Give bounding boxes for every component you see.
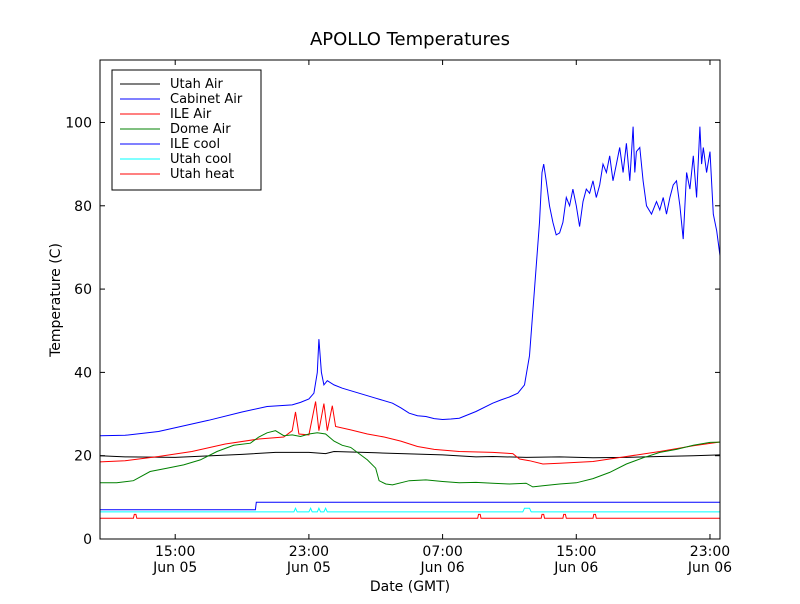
- legend-label-6: Utah heat: [170, 167, 234, 182]
- y-axis-ticks: 0 20 40 60 80 100: [65, 115, 720, 548]
- x-tick-label-date-2: Jun 06: [420, 560, 465, 576]
- y-tick-label-0: 0: [83, 532, 92, 548]
- legend-box: [111, 69, 262, 191]
- legend-label-3: Dome Air: [170, 122, 231, 137]
- y-tick-label-1: 20: [74, 449, 92, 465]
- y-tick-label-2: 40: [74, 365, 92, 381]
- series-line-6: [100, 513, 720, 519]
- x-tick-label-time-1: 23:00: [289, 544, 329, 560]
- x-tick-label-time-0: 15:00: [155, 544, 195, 560]
- legend-label-2: ILE Air: [170, 107, 212, 122]
- legend-label-0: Utah Air: [170, 77, 223, 92]
- legend-label-5: Utah cool: [170, 152, 232, 167]
- series-line-3: [100, 430, 720, 488]
- legend-label-1: Cabinet Air: [170, 92, 243, 107]
- x-tick-label-time-4: 23:00: [690, 544, 730, 560]
- y-tick-label-3: 60: [74, 282, 92, 298]
- y-tick-label-4: 80: [74, 199, 92, 215]
- x-tick-label-date-3: Jun 06: [553, 560, 598, 576]
- series-line-5: [100, 506, 720, 513]
- x-tick-label-date-4: Jun 06: [687, 560, 732, 576]
- x-tick-label-time-3: 15:00: [556, 544, 596, 560]
- series-line-4: [100, 501, 720, 511]
- x-tick-label-time-2: 07:00: [422, 544, 462, 560]
- x-tick-label-date-0: Jun 05: [152, 560, 197, 576]
- x-axis-label: Date (GMT): [370, 579, 450, 595]
- series-line-1: [100, 126, 720, 437]
- series-line-0: [100, 450, 720, 459]
- plot-frame: [99, 59, 721, 540]
- chart-title: APOLLO Temperatures: [310, 29, 510, 50]
- legend-label-4: ILE cool: [170, 137, 220, 152]
- x-tick-label-date-1: Jun 05: [286, 560, 331, 576]
- y-tick-label-5: 100: [65, 115, 92, 131]
- series-layer: [100, 126, 720, 519]
- y-axis-label: Temperature (C): [48, 243, 64, 358]
- series-line-2: [100, 401, 720, 465]
